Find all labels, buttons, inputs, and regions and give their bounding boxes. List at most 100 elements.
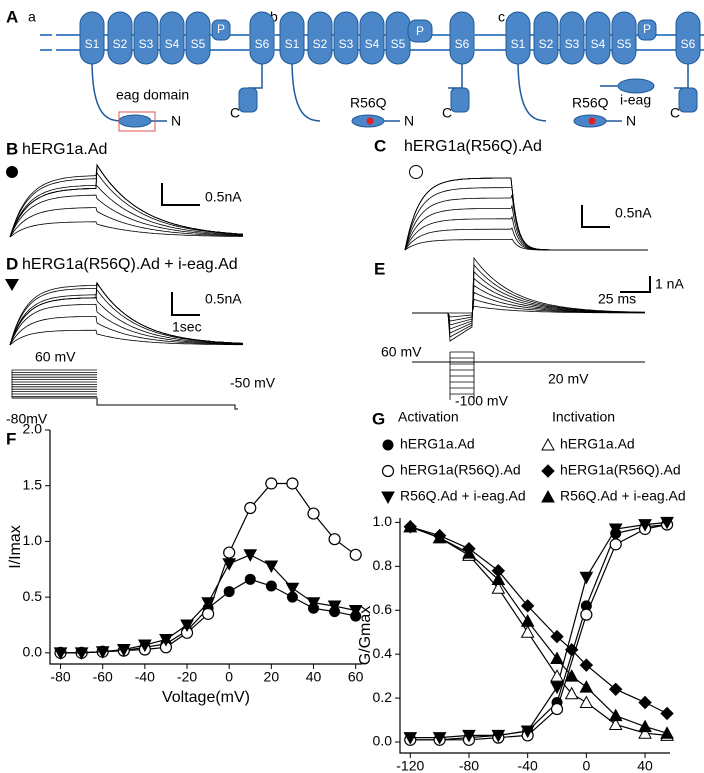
helix: [533, 11, 559, 65]
series-line: [410, 526, 668, 736]
segment-label: S6: [681, 37, 696, 51]
marker: [564, 686, 579, 700]
helix: [279, 11, 305, 65]
axes: [399, 518, 670, 754]
y-tick-label: 0.0: [373, 733, 393, 749]
panel-label: D: [6, 254, 18, 273]
marker: [608, 717, 623, 730]
plot: 0.0 0.5 1.0 1.5 2.0 -80 -60 -40 -20 0 20 40 60 Voltag…: [7, 421, 363, 707]
x-tick-label: -20: [177, 669, 197, 685]
loops: [517, 59, 689, 122]
c-term: [678, 87, 698, 113]
marker: [244, 501, 257, 515]
trace: [9, 316, 243, 346]
trace: [404, 177, 648, 251]
eag-label: eag domain: [116, 87, 189, 103]
symbol: [409, 165, 423, 179]
legend-marker: [541, 437, 555, 451]
segment-label: S1: [285, 37, 300, 51]
ieag-label: i-eag: [620, 92, 651, 108]
helix: [79, 11, 105, 65]
marker: [432, 530, 447, 544]
x-tick-label: 0: [582, 758, 590, 773]
y-tick-label: 0.5: [23, 588, 43, 604]
marker: [223, 586, 235, 598]
helix: [133, 11, 159, 65]
x-tick-label: 60: [348, 669, 364, 685]
scale-label: 0.5nA: [615, 205, 652, 221]
trace: [9, 221, 243, 238]
pore-helix: [211, 19, 231, 41]
panel-label: C: [374, 136, 386, 155]
x-axis-label: Voltage(mV): [162, 689, 250, 706]
segment-label: S2: [539, 37, 554, 51]
marker: [116, 644, 131, 657]
pore-helix: [407, 19, 433, 43]
scale-label: 1 nA: [655, 276, 684, 292]
scale-label: 25 ms: [598, 291, 636, 307]
protocol-label: -80mV: [6, 411, 48, 427]
trace: [404, 194, 648, 251]
trace: [404, 177, 648, 251]
trace: [412, 256, 645, 342]
legend-label: R56Q.Ad + i-eag.Ad: [400, 488, 526, 504]
marker: [348, 605, 363, 618]
segment-label: S5: [391, 37, 406, 51]
marker: [244, 573, 256, 585]
panel-title: hERG1a.Ad: [22, 141, 107, 158]
segment-label: S2: [313, 37, 328, 51]
n-label: N: [171, 113, 181, 129]
marker: [223, 546, 236, 559]
helix: [359, 11, 385, 65]
topology-diagrams: A a b c S1 S2 S3 S4 S5 S6 P C N S1 S2 S3 S4 S5 S6 P C N R5…: [6, 7, 704, 132]
pore-helix: [637, 19, 657, 41]
mutation-site: [366, 117, 374, 125]
marker: [74, 647, 89, 660]
panel-label: A: [6, 7, 18, 26]
pore-label: P: [416, 24, 424, 38]
marker: [660, 726, 674, 739]
legend-group: Activation: [398, 409, 459, 425]
mutation-site: [588, 117, 596, 125]
segment-label: S6: [255, 37, 270, 51]
helix: [585, 11, 611, 65]
protocol-label: 60 mV: [35, 349, 76, 365]
pore-label: P: [643, 22, 651, 36]
sub-label: c: [498, 9, 505, 25]
legend-marker: [541, 464, 555, 478]
trace: [9, 207, 243, 238]
legend-label: R56Q.Ad + i-eag.Ad: [560, 488, 686, 504]
marker: [520, 725, 535, 739]
legend-label: hERG1a.Ad: [560, 436, 635, 452]
current-traces: [9, 163, 648, 400]
marker: [638, 719, 652, 733]
marker: [285, 582, 300, 596]
marker: [265, 477, 278, 490]
marker: [159, 633, 173, 647]
helix: [333, 11, 359, 65]
segment-label: S4: [591, 37, 606, 51]
marker: [608, 682, 623, 697]
segment-label: S1: [511, 37, 526, 51]
x-tick-label: 0: [225, 669, 233, 685]
marker: [138, 639, 152, 653]
marker: [608, 523, 623, 537]
marker: [327, 600, 342, 614]
protocol-label: 60 mV: [381, 344, 422, 360]
protocol-label: -100 mV: [455, 393, 509, 409]
x-tick-label: -120: [396, 758, 424, 773]
y-tick-label: 0.8: [373, 557, 393, 573]
marker: [403, 732, 418, 745]
x-tick-label: 20: [264, 669, 280, 685]
scale-bars: [161, 183, 651, 316]
trace: [9, 163, 244, 238]
marker: [491, 572, 506, 585]
marker: [550, 702, 564, 716]
panel-label: E: [374, 259, 385, 278]
symbol: [5, 279, 19, 291]
y-tick-label: 1.5: [23, 476, 43, 492]
x-tick-label: -40: [135, 669, 155, 685]
marker: [180, 619, 194, 633]
protocols: [12, 361, 645, 410]
y-tick-label: 0.2: [373, 689, 393, 705]
